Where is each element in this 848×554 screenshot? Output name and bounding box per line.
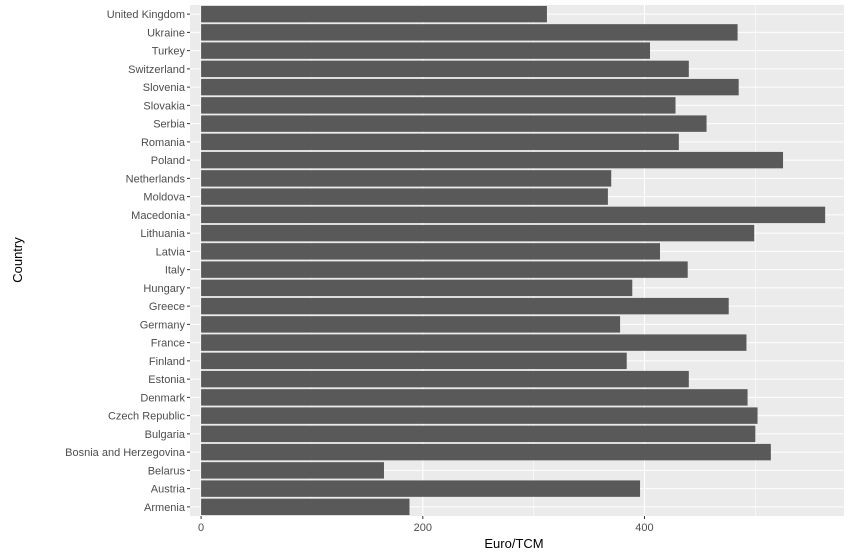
y-tick-label: Germany xyxy=(140,319,186,331)
bar-macedonia xyxy=(201,206,826,224)
x-tick-label: 200 xyxy=(414,522,432,534)
y-tick-label: Czech Republic xyxy=(108,411,186,423)
bar-hungary xyxy=(201,279,633,297)
y-tick-label: Romania xyxy=(141,137,186,149)
y-tick-label: France xyxy=(151,338,185,350)
y-tick-label: Poland xyxy=(151,155,185,167)
y-tick-label: Turkey xyxy=(152,46,186,58)
y-tick-label: Slovakia xyxy=(143,100,185,112)
y-tick-label: Serbia xyxy=(153,119,186,131)
y-tick-label: United Kingdom xyxy=(107,9,185,21)
y-tick-label: Netherlands xyxy=(126,173,186,185)
y-tick-label: Finland xyxy=(149,356,185,368)
bar-united-kingdom xyxy=(201,5,547,23)
x-axis-ticks: 0 200 400 xyxy=(198,516,654,534)
y-tick-label: Italy xyxy=(165,265,186,277)
bar-bulgaria xyxy=(201,425,756,443)
bar-france xyxy=(201,334,747,351)
bar-belarus xyxy=(201,462,384,479)
y-tick-label: Denmark xyxy=(140,392,185,404)
y-tick-label: Bosnia and Herzegovina xyxy=(65,447,186,459)
bar-poland xyxy=(201,151,784,169)
bar-austria xyxy=(201,480,641,497)
y-tick-label: Ukraine xyxy=(147,27,185,39)
bar-ukraine xyxy=(201,24,738,41)
y-tick-label: Armenia xyxy=(144,502,186,514)
y-tick-label: Austria xyxy=(151,484,186,496)
bar-germany xyxy=(201,316,621,333)
bar-switzerland xyxy=(201,60,689,78)
y-axis-ticks: United Kingdom Ukraine Turkey Switzerland Sl… xyxy=(65,9,190,514)
y-tick-label: Belarus xyxy=(148,465,186,477)
bar-serbia xyxy=(201,115,707,132)
y-tick-label: Switzerland xyxy=(128,64,185,76)
y-tick-label: Lithuania xyxy=(140,228,186,240)
x-axis-title: Euro/TCM xyxy=(484,536,543,551)
bar-bosnia-and-herzegovina xyxy=(201,443,771,461)
bar-slovenia xyxy=(201,78,739,96)
y-tick-label: Estonia xyxy=(148,374,186,386)
bar-slovakia xyxy=(201,97,676,114)
bar-turkey xyxy=(201,42,651,59)
bars xyxy=(201,5,826,516)
bar-czech-republic xyxy=(201,407,758,424)
y-tick-label: Moldova xyxy=(143,192,185,204)
bar-armenia xyxy=(201,498,410,516)
bar-finland xyxy=(201,352,627,370)
x-tick-label: 0 xyxy=(198,522,204,534)
bar-romania xyxy=(201,133,679,151)
bar-latvia xyxy=(201,243,660,260)
bar-denmark xyxy=(201,389,748,406)
y-axis-title: Country xyxy=(10,237,25,283)
y-tick-label: Latvia xyxy=(156,246,186,258)
y-tick-label: Macedonia xyxy=(131,210,186,222)
y-tick-label: Slovenia xyxy=(143,82,186,94)
x-tick-label: 400 xyxy=(635,522,653,534)
y-tick-label: Hungary xyxy=(143,283,185,295)
bar-greece xyxy=(201,297,729,315)
bar-netherlands xyxy=(201,170,612,187)
bar-lithuania xyxy=(201,224,755,242)
bar-italy xyxy=(201,261,688,278)
y-tick-label: Bulgaria xyxy=(145,429,186,441)
y-tick-label: Greece xyxy=(149,301,185,313)
bar-moldova xyxy=(201,188,608,205)
bar-estonia xyxy=(201,370,689,388)
